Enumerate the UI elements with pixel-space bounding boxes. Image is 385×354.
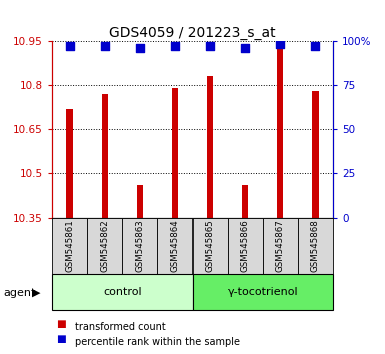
Bar bbox=[66, 109, 73, 218]
Text: GSM545862: GSM545862 bbox=[100, 219, 109, 273]
Point bbox=[67, 43, 73, 49]
Text: percentile rank within the sample: percentile rank within the sample bbox=[75, 337, 240, 347]
Text: ▶: ▶ bbox=[32, 288, 40, 298]
Bar bbox=[277, 44, 283, 218]
Bar bbox=[312, 91, 319, 218]
Bar bbox=[192, 274, 333, 310]
Text: agent: agent bbox=[4, 288, 36, 298]
Bar bbox=[192, 218, 228, 274]
Point bbox=[242, 45, 248, 51]
Bar bbox=[263, 218, 298, 274]
Bar bbox=[172, 88, 178, 218]
Text: GSM545865: GSM545865 bbox=[206, 219, 214, 273]
Bar bbox=[207, 76, 213, 218]
Text: control: control bbox=[103, 287, 142, 297]
Bar bbox=[242, 185, 248, 218]
Point bbox=[207, 43, 213, 49]
Bar bbox=[102, 94, 108, 218]
Point bbox=[312, 43, 318, 49]
Title: GDS4059 / 201223_s_at: GDS4059 / 201223_s_at bbox=[109, 26, 276, 40]
Text: γ-tocotrienol: γ-tocotrienol bbox=[228, 287, 298, 297]
Point bbox=[277, 41, 283, 47]
Text: GSM545868: GSM545868 bbox=[311, 219, 320, 273]
Text: ■: ■ bbox=[56, 333, 65, 344]
Bar bbox=[137, 185, 143, 218]
Text: ■: ■ bbox=[56, 319, 65, 330]
Text: transformed count: transformed count bbox=[75, 322, 166, 332]
Bar bbox=[52, 218, 87, 274]
Point bbox=[137, 45, 143, 51]
Text: GSM545863: GSM545863 bbox=[135, 219, 144, 273]
Bar bbox=[87, 218, 122, 274]
Point bbox=[102, 43, 108, 49]
Text: GSM545864: GSM545864 bbox=[171, 219, 179, 273]
Point bbox=[172, 43, 178, 49]
Bar bbox=[298, 218, 333, 274]
Text: GSM545861: GSM545861 bbox=[65, 219, 74, 273]
Text: GSM545867: GSM545867 bbox=[276, 219, 285, 273]
Bar bbox=[157, 218, 192, 274]
Bar bbox=[228, 218, 263, 274]
Bar bbox=[122, 218, 157, 274]
Text: GSM545866: GSM545866 bbox=[241, 219, 250, 273]
Bar bbox=[52, 274, 192, 310]
